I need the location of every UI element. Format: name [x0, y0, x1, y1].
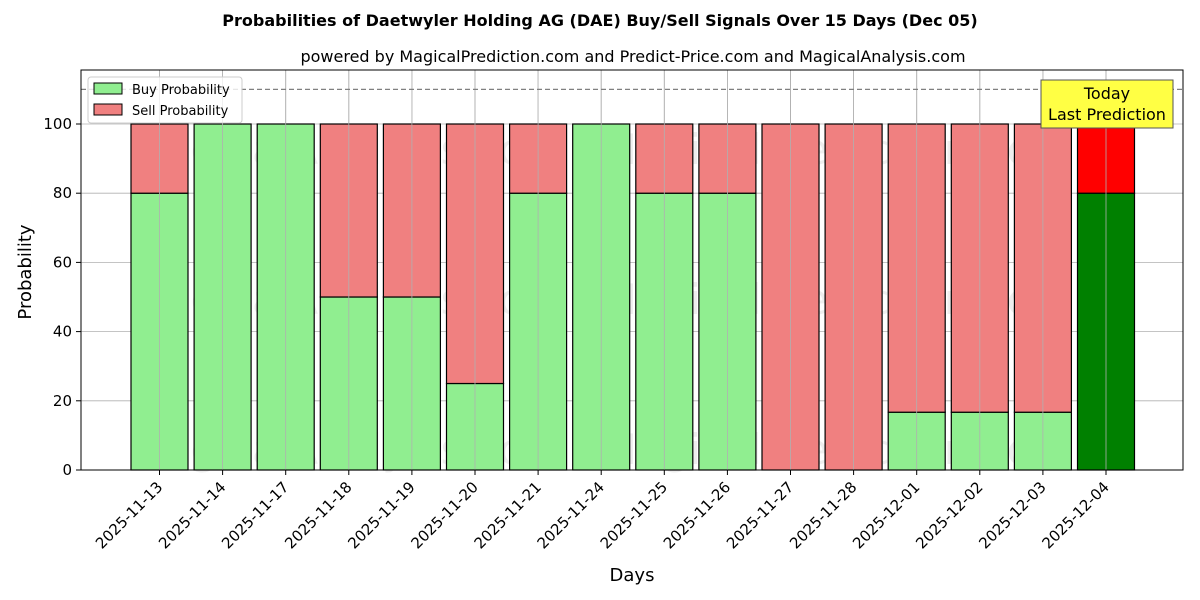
annotation-box: [1040, 79, 1174, 129]
x-tick-label: 2025-11-21: [471, 478, 545, 552]
legend: Buy Probability Sell Probability: [87, 76, 243, 124]
x-tick-label: 2025-11-26: [660, 478, 734, 552]
y-tick-label: 100: [43, 115, 72, 133]
y-tick-label: 60: [53, 253, 72, 271]
x-tick-label: 2025-12-01: [849, 478, 923, 552]
x-tick-label: 2025-11-25: [597, 478, 671, 552]
today-annotation: Today Last Prediction: [1040, 79, 1174, 129]
x-tick-label: 2025-11-14: [155, 478, 229, 552]
y-tick-label: 20: [53, 392, 72, 410]
annotation-line2: Last Prediction: [1048, 105, 1166, 124]
x-tick-label: 2025-11-17: [218, 478, 292, 552]
x-tick-label: 2025-11-27: [723, 478, 797, 552]
y-tick-label: 80: [53, 184, 72, 202]
y-axis-ticks: 0 20 40 60 80 100: [43, 115, 81, 479]
x-axis-label: Days: [610, 565, 655, 586]
chart-subtitle: powered by MagicalPrediction.com and Pre…: [300, 47, 965, 66]
x-tick-label: 2025-11-13: [92, 478, 166, 552]
x-tick-label: 2025-12-04: [1038, 478, 1112, 552]
x-tick-label: 2025-11-19: [344, 478, 418, 552]
x-tick-label: 2025-11-28: [786, 478, 860, 552]
grid: [159, 70, 1107, 470]
x-tick-label: 2025-12-03: [975, 478, 1049, 552]
legend-buy-swatch: [93, 82, 123, 95]
annotation-line1: Today: [1083, 84, 1130, 103]
x-tick-label: 2025-11-24: [534, 478, 608, 552]
y-axis-label: Probability: [15, 224, 36, 319]
chart-title: Probabilities of Daetwyler Holding AG (D…: [222, 11, 977, 30]
legend-sell-swatch: [93, 103, 123, 116]
y-tick-label: 0: [62, 461, 72, 479]
legend-buy-label: Buy Probability: [132, 83, 230, 98]
y-tick-label: 40: [53, 323, 72, 341]
x-tick-label: 2025-11-20: [407, 478, 481, 552]
x-axis-ticks: 2025-11-132025-11-142025-11-172025-11-18…: [92, 470, 1113, 552]
x-tick-label: 2025-11-18: [281, 478, 355, 552]
x-tick-label: 2025-12-02: [912, 478, 986, 552]
plot-frame: [80, 69, 1184, 471]
legend-sell-label: Sell Probability: [132, 104, 229, 119]
